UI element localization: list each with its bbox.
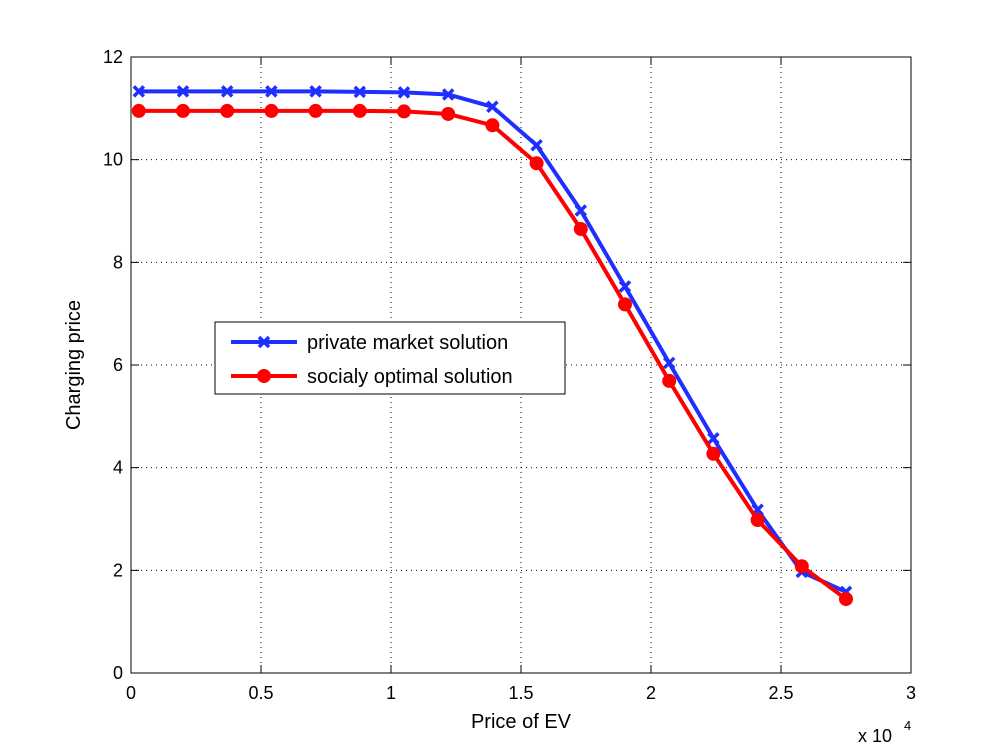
data-point bbox=[397, 86, 411, 99]
legend-item: private market solution bbox=[231, 332, 508, 354]
data-point bbox=[309, 85, 322, 98]
data-point bbox=[574, 204, 588, 217]
series-1 bbox=[132, 85, 853, 599]
data-point bbox=[352, 103, 367, 118]
data-point bbox=[618, 297, 632, 312]
data-point bbox=[176, 103, 190, 118]
legend: private market solution socialy optimal s… bbox=[214, 321, 566, 395]
data-point bbox=[220, 85, 234, 98]
x-tick-label: 0.5 bbox=[248, 683, 273, 703]
data-point bbox=[264, 103, 279, 118]
data-point bbox=[662, 356, 676, 370]
data-point bbox=[220, 103, 235, 118]
x-multiplier-base: x 10 bbox=[858, 726, 892, 746]
y-tick-label: 4 bbox=[113, 458, 123, 478]
legend-box bbox=[214, 321, 566, 395]
data-point bbox=[265, 85, 278, 98]
data-point bbox=[839, 592, 853, 607]
ticks bbox=[130, 56, 912, 674]
x-tick-label: 1.5 bbox=[508, 683, 533, 703]
y-tick-label: 10 bbox=[103, 150, 123, 170]
y-tick-label: 0 bbox=[113, 663, 123, 683]
x-axis-label: Price of EV bbox=[471, 711, 572, 733]
data-point bbox=[706, 446, 721, 461]
data-point bbox=[486, 100, 499, 114]
series-layer bbox=[131, 85, 853, 607]
data-point bbox=[618, 280, 632, 293]
data-point bbox=[750, 513, 765, 528]
data-point bbox=[308, 103, 323, 118]
x-tick-label: 2.5 bbox=[768, 683, 793, 703]
data-point bbox=[441, 88, 455, 101]
y-tick-label: 2 bbox=[113, 560, 123, 580]
data-point bbox=[176, 85, 190, 98]
legend-label: private market solution bbox=[307, 332, 508, 354]
data-point bbox=[132, 85, 146, 98]
legend-swatch-marker bbox=[257, 335, 271, 349]
y-tick-label: 6 bbox=[113, 355, 123, 375]
x-axis-multiplier: x 10 4 bbox=[858, 718, 911, 746]
data-point bbox=[707, 432, 720, 445]
x-tick-label: 0 bbox=[126, 683, 136, 703]
x-multiplier-exponent: 4 bbox=[904, 718, 911, 733]
y-tick-label: 8 bbox=[113, 252, 123, 272]
data-point bbox=[131, 103, 146, 118]
data-point bbox=[662, 373, 677, 388]
y-tick-label: 12 bbox=[103, 47, 123, 67]
tick-labels: 0 0.5 1 1.5 2 2.5 3 0 2 4 6 8 10 12 bbox=[103, 47, 916, 703]
x-tick-label: 3 bbox=[906, 683, 916, 703]
x-tick-label: 1 bbox=[386, 683, 396, 703]
x-tick-label: 2 bbox=[646, 683, 656, 703]
legend-item: socialy optimal solution bbox=[231, 366, 513, 388]
data-point bbox=[530, 139, 543, 152]
legend-label: socialy optimal solution bbox=[307, 366, 513, 388]
data-point bbox=[573, 221, 588, 236]
data-point bbox=[441, 106, 456, 121]
data-point bbox=[353, 85, 367, 99]
data-point bbox=[485, 118, 500, 133]
series-2 bbox=[131, 103, 853, 607]
data-point bbox=[397, 104, 411, 119]
data-point bbox=[794, 559, 809, 574]
legend-items: private market solution socialy optimal s… bbox=[231, 332, 513, 388]
legend-swatch-marker bbox=[257, 369, 271, 383]
data-point bbox=[529, 156, 544, 171]
y-axis-label: Charging price bbox=[63, 300, 85, 430]
